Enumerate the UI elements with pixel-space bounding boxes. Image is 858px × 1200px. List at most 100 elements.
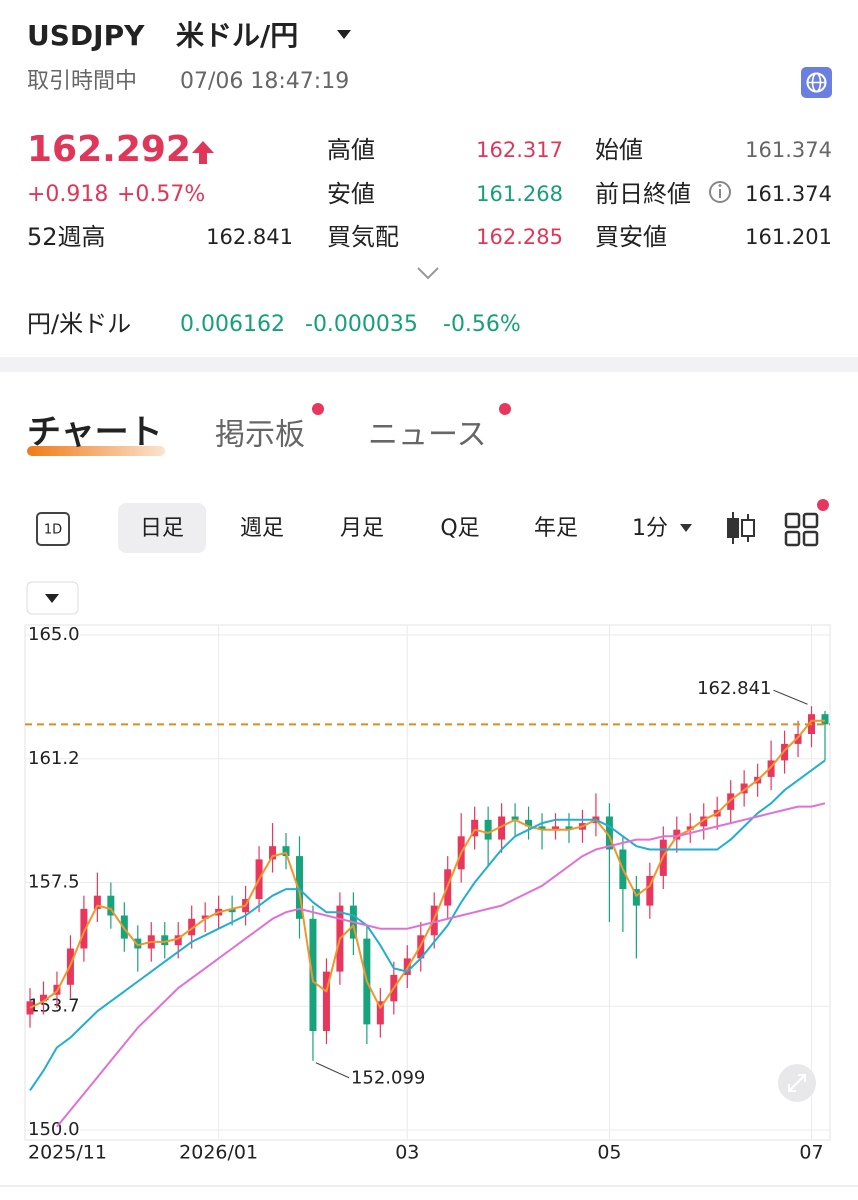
y-tick-label: 165.0 (28, 624, 80, 645)
candle-body (511, 816, 519, 820)
candle-body (134, 938, 142, 949)
stat-value: 162.285 (476, 225, 563, 249)
inverse-price: 0.006162 (180, 312, 285, 337)
candle-body (80, 908, 88, 949)
timestamp: 07/06 18:47:19 (180, 69, 349, 94)
y-tick-label: 161.2 (28, 748, 80, 769)
low-annotation: 152.099 (351, 1068, 425, 1089)
candle-body (538, 826, 546, 830)
candle-body (201, 915, 209, 919)
period-active-bg (118, 503, 206, 553)
candle-body (295, 856, 303, 919)
x-tick-label: 2025/11 (28, 1142, 107, 1164)
globe-button[interactable] (801, 67, 832, 98)
candle-body (727, 793, 735, 810)
candle-body (673, 829, 681, 840)
change-percent: +0.57% (117, 182, 205, 207)
high-annotation: 162.841 (697, 678, 771, 699)
candle-body (471, 819, 479, 837)
candle-body (174, 935, 182, 946)
tab[interactable]: ニュース (368, 418, 487, 453)
interval-select[interactable]: 1分 (632, 516, 668, 541)
fullscreen-button[interactable] (778, 1064, 816, 1102)
stat-label: 始値 (595, 136, 643, 164)
moving-average-line (29, 719, 825, 1009)
candle-body (161, 935, 169, 946)
stat-label: 52週高 (27, 223, 106, 251)
dropdown-arrow[interactable] (337, 30, 351, 39)
tab-underline (27, 446, 165, 456)
badge (499, 403, 511, 415)
y-tick-label: 150.0 (28, 1119, 80, 1140)
stat-label: 買気配 (327, 223, 399, 251)
expand-chevron[interactable] (417, 267, 439, 280)
up-arrow (192, 141, 214, 164)
candle-body (107, 895, 115, 916)
candle-body (498, 816, 506, 840)
candle-body (269, 846, 277, 860)
moving-average-line (56, 802, 826, 1128)
candle-body (605, 816, 613, 850)
candle-body (781, 743, 789, 761)
period-active[interactable]: 日足 (140, 516, 184, 541)
inverse-change-percent: -0.56% (443, 312, 521, 337)
stat-label: 買安値 (595, 223, 667, 251)
annotation-leader (315, 1062, 350, 1079)
period[interactable]: 月足 (340, 516, 384, 541)
annotation-leader (773, 689, 808, 705)
candle-body (646, 875, 654, 906)
moving-average-line (29, 759, 826, 1091)
stat-value: 162.317 (476, 138, 563, 162)
period[interactable]: 年足 (534, 516, 578, 541)
candle-body (376, 1001, 384, 1025)
info-icon[interactable] (709, 181, 731, 203)
inverse-label: 円/米ドル (27, 310, 131, 338)
stat-value: 162.841 (206, 225, 293, 249)
candle-body (39, 994, 47, 1002)
candle-body (525, 819, 533, 827)
stat-value: 161.201 (745, 225, 832, 249)
badge (817, 499, 829, 511)
layout-button[interactable] (784, 512, 819, 547)
candle-type-button[interactable] (727, 512, 755, 544)
candle-body (632, 889, 640, 906)
stat-value: 161.268 (476, 182, 563, 206)
change: +0.918 (27, 182, 108, 207)
pair-name[interactable]: 米ドル/円 (176, 19, 298, 52)
dropdown-arrow[interactable] (680, 524, 692, 532)
stat-label: 安値 (327, 180, 375, 208)
dropdown-arrow[interactable] (45, 594, 59, 603)
price: 162.292 (27, 129, 191, 170)
candle-body (767, 760, 775, 777)
market-status: 取引時間中 (27, 69, 137, 94)
candle-body (552, 826, 560, 830)
interval-icon[interactable]: 1D (44, 523, 62, 538)
x-tick-label: 05 (597, 1142, 621, 1164)
candle-body (484, 819, 492, 840)
inverse-change: -0.000035 (305, 312, 418, 337)
chart: 150.0 153.7 157.5 161.2 165.0 2025/11 2026/01 0… (25, 623, 830, 1164)
period[interactable]: 週足 (240, 516, 284, 541)
interval-icon-box[interactable] (36, 512, 70, 546)
candle-body (686, 826, 694, 830)
symbol: USDJPY (27, 19, 145, 52)
stat-label: 高値 (327, 136, 375, 164)
stat-label: 前日終値 (595, 180, 691, 208)
tab[interactable]: 掲示板 (215, 418, 305, 453)
candle-body (821, 714, 829, 725)
candle-body (700, 816, 708, 827)
x-tick-label: 03 (395, 1142, 419, 1164)
stat-value: 161.374 (745, 138, 832, 162)
period[interactable]: Q足 (440, 516, 479, 541)
y-tick-label: 153.7 (28, 995, 80, 1016)
candle-body (282, 846, 290, 857)
candle-body (93, 895, 101, 909)
candle-body (565, 826, 573, 830)
stat-value: 161.374 (745, 182, 832, 206)
x-tick-label: 2026/01 (179, 1142, 258, 1164)
candle-body (188, 918, 196, 936)
x-tick-label: 07 (799, 1142, 823, 1164)
tab-active[interactable]: チャート (27, 413, 163, 453)
